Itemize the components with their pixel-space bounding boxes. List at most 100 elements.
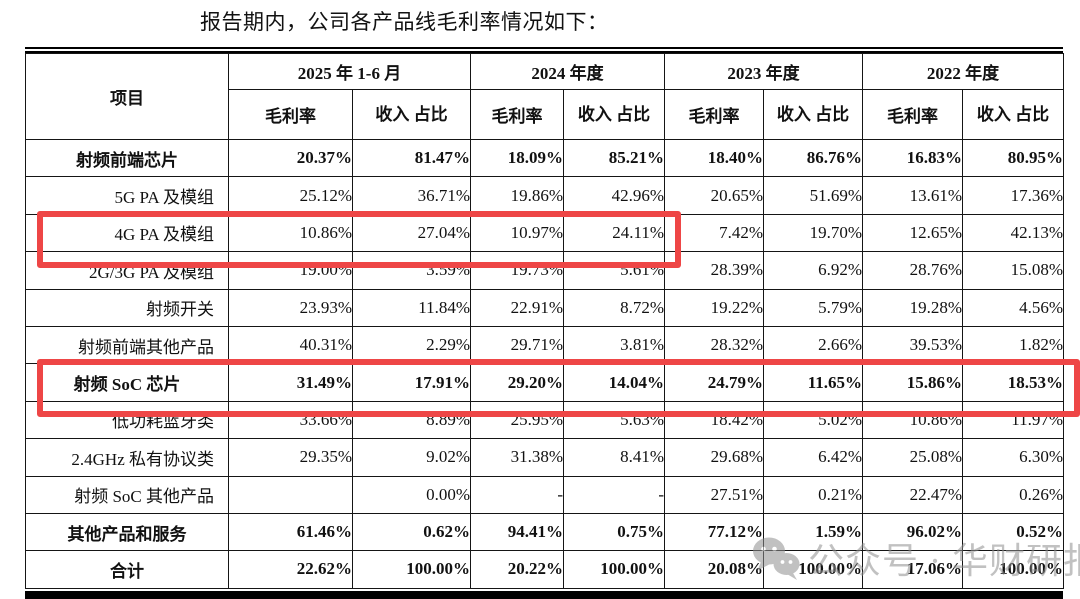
value-cell: 22.62% (228, 550, 353, 589)
value-cell: 19.00% (228, 251, 353, 290)
table-row: 5G PA 及模组 25.12% 36.71% 19.86% 42.96% 20.65% 5… (25, 176, 1065, 215)
value-cell: 10.86% (228, 213, 353, 253)
value-cell: 15.08% (962, 251, 1065, 290)
value-cell: 100.00% (962, 550, 1065, 589)
item-cell: 射频 SoC 芯片 (25, 363, 229, 402)
value-cell: 94.41% (470, 512, 565, 552)
value-cell: 22.47% (862, 475, 964, 514)
value-cell: 23.93% (228, 288, 353, 327)
table-bottom-rule (25, 591, 1063, 599)
gross-margin-table: 项目 2025 年 1-6 月 2024 年度 2023 年度 2022 年度 … (25, 53, 1065, 589)
item-cell: 5G PA 及模组 (25, 176, 229, 215)
value-cell: 29.71% (470, 325, 565, 365)
value-cell: 28.76% (862, 251, 964, 290)
value-cell: 24.79% (664, 363, 765, 402)
value-cell: 18.09% (470, 138, 565, 178)
value-cell: 17.06% (862, 550, 964, 589)
item-cell: 2.4GHz 私有协议类 (25, 438, 229, 477)
table-row: 其他产品和服务 61.46% 0.62% 94.41% 0.75% 77.12% 1.59%… (25, 512, 1065, 552)
value-cell: 24.11% (563, 213, 666, 253)
item-cell: 射频前端芯片 (25, 138, 229, 178)
page-title: 报告期内，公司各产品线毛利率情况如下： (200, 10, 609, 34)
table-row: 射频 SoC 芯片 31.49% 17.91% 29.20% 14.04% 24.79% 1… (25, 363, 1065, 402)
value-cell: 39.53% (862, 325, 964, 365)
value-cell: 29.68% (664, 438, 765, 477)
value-cell: 81.47% (351, 138, 472, 178)
value-cell: 11.97% (962, 400, 1065, 440)
value-cell: 6.30% (962, 438, 1065, 477)
value-cell: 20.37% (228, 138, 353, 178)
value-cell: 42.96% (563, 176, 666, 215)
value-cell: 22.91% (470, 288, 565, 327)
value-cell: 5.79% (763, 288, 864, 327)
value-cell: 19.86% (470, 176, 565, 215)
value-cell: 11.84% (351, 288, 472, 327)
value-cell: 8.89% (351, 400, 472, 440)
value-cell: 13.61% (862, 176, 964, 215)
value-cell: 18.53% (962, 363, 1065, 402)
value-cell: 80.95% (962, 138, 1065, 178)
value-cell: 0.62% (351, 512, 472, 552)
value-cell (228, 475, 353, 514)
value-cell: 61.46% (228, 512, 353, 552)
period-header-2024: 2024 年度 (470, 53, 666, 90)
value-cell: 9.02% (351, 438, 472, 477)
wechat-logo-icon (753, 537, 800, 580)
value-cell: 5.63% (563, 400, 666, 440)
table-row: 合计 22.62% 100.00% 20.22% 100.00% 20.08% 100.00… (25, 550, 1065, 589)
table-row: 4G PA 及模组 10.86% 27.04% 10.97% 24.11% 7.42% 19… (25, 213, 1065, 253)
value-cell: 85.21% (563, 138, 666, 178)
value-cell: 20.65% (664, 176, 765, 215)
value-cell: 19.73% (470, 251, 565, 290)
watermark-text: 公众号 · 华财研报 (808, 541, 1080, 581)
value-cell: 10.97% (470, 213, 565, 253)
value-cell: 3.81% (563, 325, 666, 365)
item-cell: 射频 SoC 其他产品 (25, 475, 229, 514)
watermark: 公众号 · 华财研报 (752, 532, 1080, 584)
value-cell: 0.26% (962, 475, 1065, 514)
value-cell: 2.29% (351, 325, 472, 365)
value-cell: 25.08% (862, 438, 964, 477)
value-cell: 7.42% (664, 213, 765, 253)
table-row: 射频开关 23.93% 11.84% 22.91% 8.72% 19.22% 5.79% 19… (25, 288, 1065, 327)
value-cell: 4.56% (962, 288, 1065, 327)
value-cell: 8.72% (563, 288, 666, 327)
value-cell: 19.70% (763, 213, 864, 253)
value-cell: 5.61% (563, 251, 666, 290)
value-cell: 12.65% (862, 213, 964, 253)
value-cell: 28.32% (664, 325, 765, 365)
value-cell: 8.41% (563, 438, 666, 477)
value-cell: - (470, 475, 565, 514)
item-cell: 合计 (25, 550, 229, 589)
value-cell: 18.42% (664, 400, 765, 440)
value-cell: 17.36% (962, 176, 1065, 215)
value-cell: 19.22% (664, 288, 765, 327)
metric-header-share: 收入 占比 (962, 89, 1065, 140)
value-cell: 31.38% (470, 438, 565, 477)
item-cell: 射频开关 (25, 288, 229, 327)
item-cell: 低功耗蓝牙类 (25, 400, 229, 440)
value-cell: 51.69% (763, 176, 864, 215)
value-cell: 15.86% (862, 363, 964, 402)
value-cell: 19.28% (862, 288, 964, 327)
value-cell: 86.76% (763, 138, 864, 178)
item-cell: 其他产品和服务 (25, 512, 229, 552)
value-cell: 17.91% (351, 363, 472, 402)
value-cell: 11.65% (763, 363, 864, 402)
table-row: 射频前端芯片 20.37% 81.47% 18.09% 85.21% 18.40% 86.7… (25, 138, 1065, 178)
value-cell: 27.04% (351, 213, 472, 253)
value-cell: 36.71% (351, 176, 472, 215)
header-metric-row: 毛利率 收入 占比 毛利率 收入 占比 毛利率 收入 占比 毛利率 收入 占比 (26, 89, 1065, 140)
value-cell: 25.12% (228, 176, 353, 215)
value-cell: 29.35% (228, 438, 353, 477)
value-cell: 5.02% (763, 400, 864, 440)
value-cell: 27.51% (664, 475, 765, 514)
value-cell: 20.08% (664, 550, 765, 589)
value-cell: 33.66% (228, 400, 353, 440)
metric-header-margin: 毛利率 (228, 89, 353, 140)
value-cell: 0.21% (763, 475, 864, 514)
item-cell: 2G/3G PA 及模组 (25, 251, 229, 290)
header-period-row: 项目 2025 年 1-6 月 2024 年度 2023 年度 2022 年度 (25, 53, 1065, 140)
metric-header-share: 收入 占比 (763, 89, 864, 140)
metric-header-share: 收入 占比 (563, 89, 666, 140)
